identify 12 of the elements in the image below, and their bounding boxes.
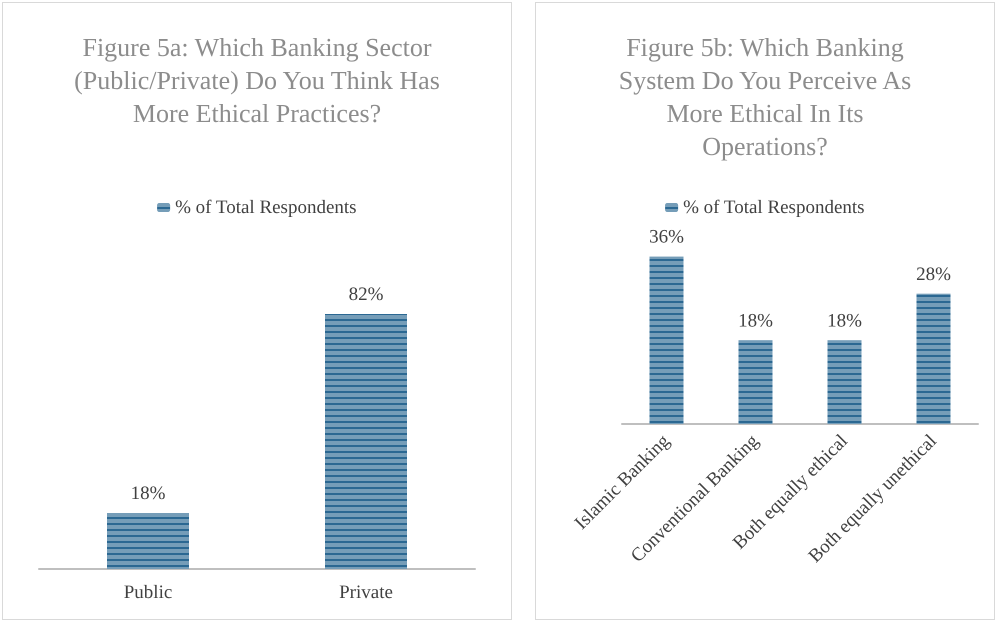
legend-label: % of Total Respondents	[175, 197, 357, 218]
legend-label: % of Total Respondents	[683, 197, 865, 218]
data-label: 36%	[649, 226, 684, 248]
data-label: 82%	[348, 284, 384, 305]
data-label: 18%	[130, 483, 166, 504]
x-tick-label: Public	[124, 582, 172, 603]
data-label: 18%	[827, 310, 862, 332]
chart-title: Figure 5b: Which Banking System Do You Perceive As More Ethical In Its Operations?	[618, 32, 912, 163]
x-tick-label: Private	[339, 582, 393, 603]
data-label: 28%	[916, 264, 952, 285]
chart-title: Figure 5a: Which Banking Sector (Public/Private) Do You Think Has More Ethical Practices?	[73, 32, 441, 130]
data-label: 18%	[738, 310, 774, 332]
